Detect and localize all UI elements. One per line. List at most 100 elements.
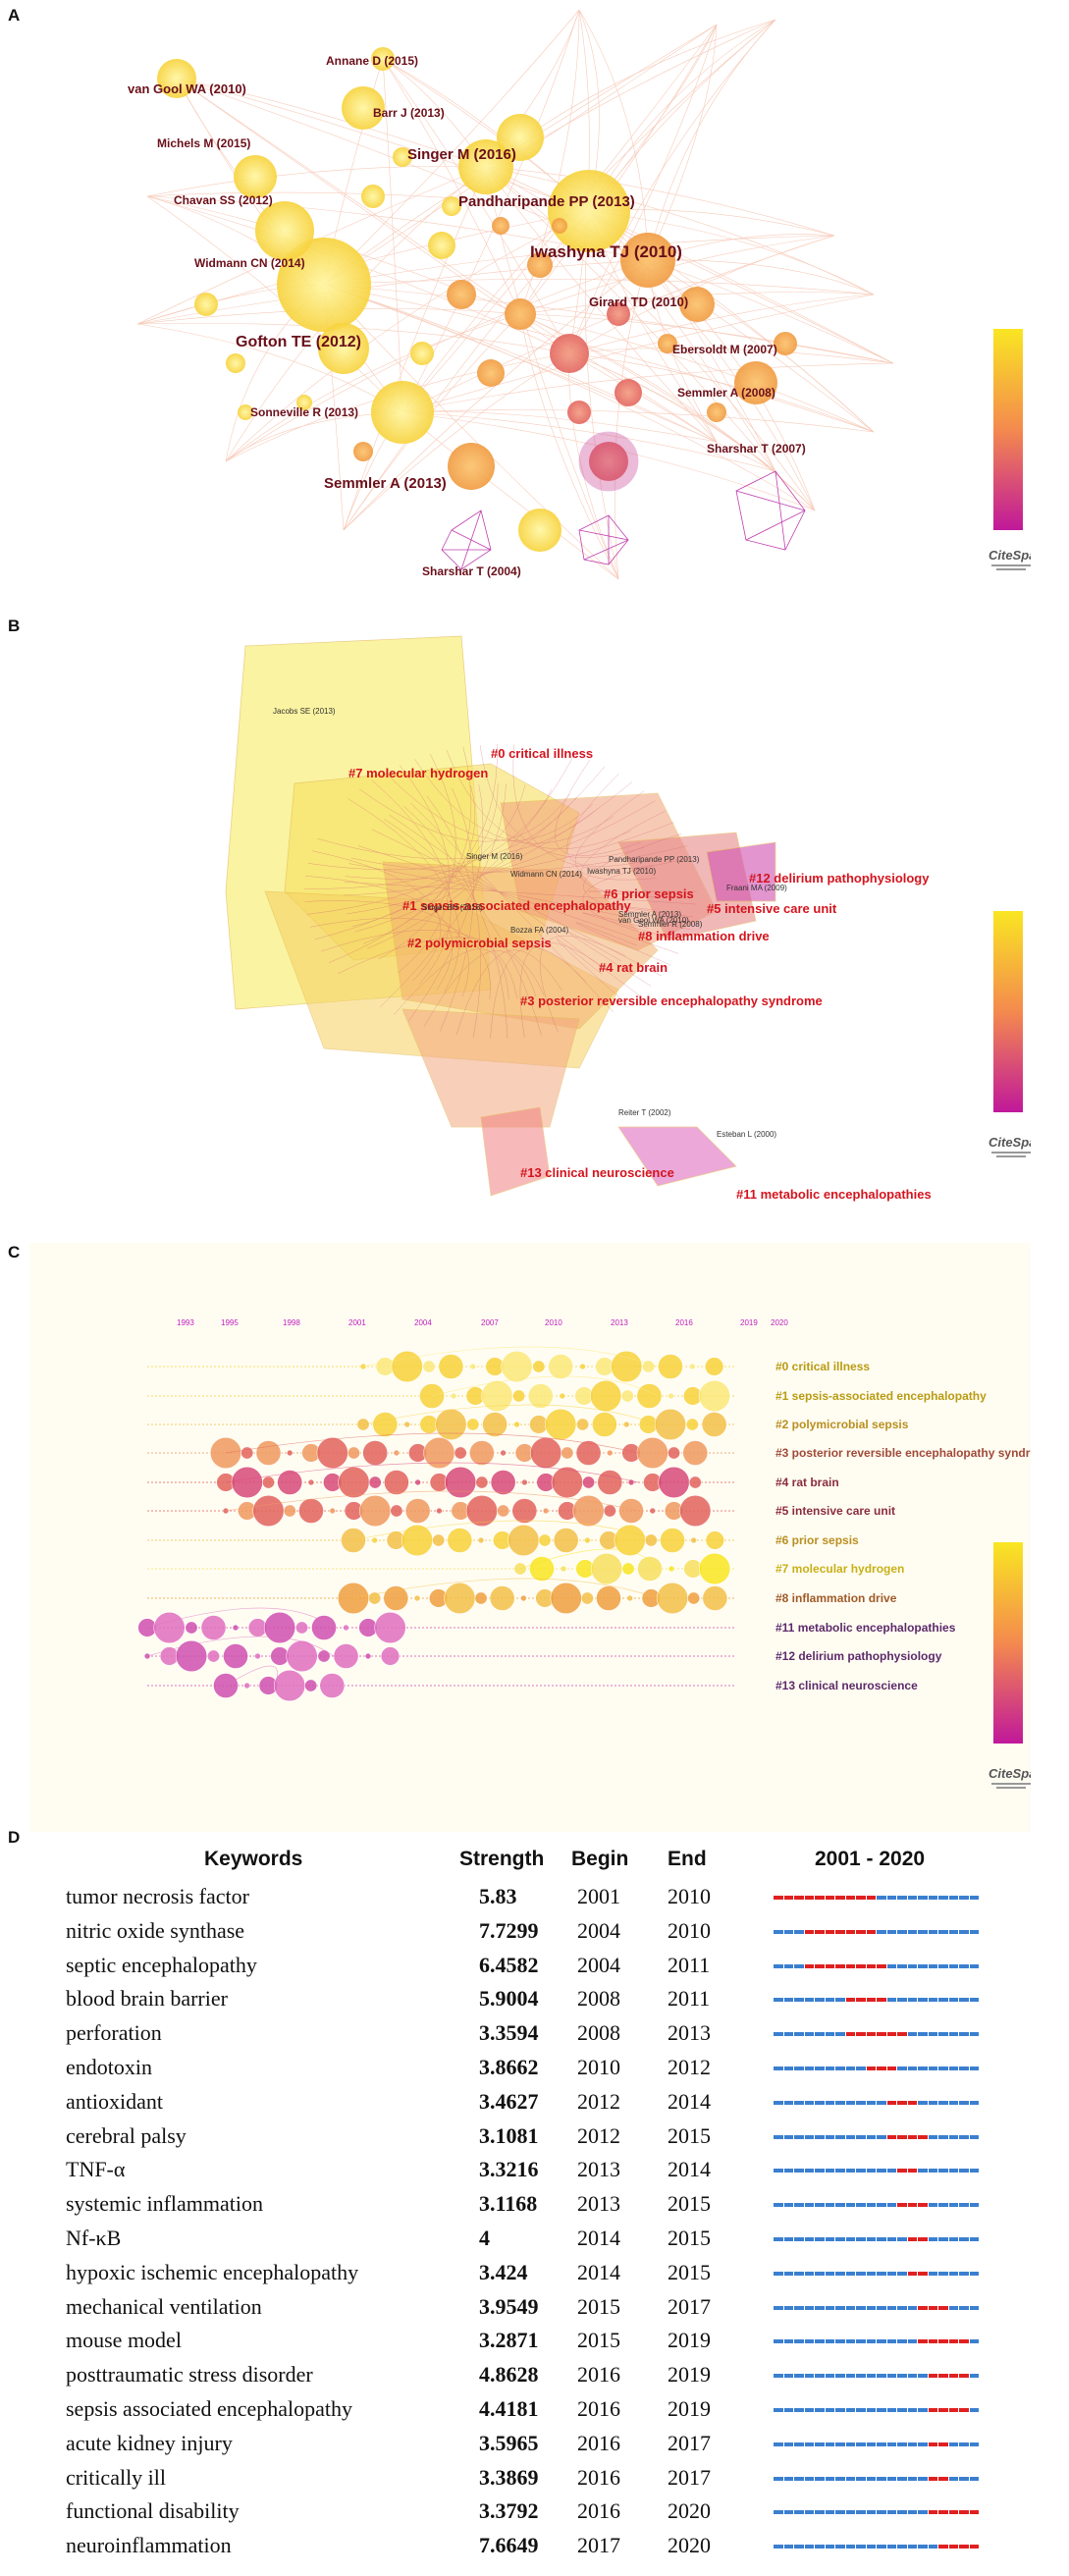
burst-year-segment	[897, 2545, 907, 2549]
panel-c-cluster-row: #6 prior sepsis	[147, 1520, 859, 1557]
burst-row: TNF-α 3.3216 2013 2014	[54, 2153, 1026, 2187]
burst-year-segment	[774, 2203, 783, 2208]
burst-year-segment	[886, 1998, 896, 2003]
panel-c-year-label: 2010	[545, 1318, 562, 1327]
burst-timeline-strip	[774, 2442, 980, 2446]
burst-year-segment	[825, 2510, 834, 2515]
burst-year-segment	[948, 1896, 958, 1900]
end-cell: 2011	[668, 1986, 711, 2012]
panel-b-cluster-labels: #0 critical illness#7 molecular hydrogen…	[348, 746, 932, 1202]
panel-b-node-label: Singer M (2016)	[466, 852, 523, 861]
panel-c-letter: C	[8, 1243, 21, 1261]
burst-year-segment	[938, 2237, 948, 2241]
burst-year-segment	[877, 2066, 886, 2070]
burst-year-segment	[845, 2271, 855, 2276]
panel-c-cluster-row: #11 metabolic encephalopathies	[137, 1607, 956, 1644]
burst-year-segment	[897, 1896, 907, 1900]
burst-year-segment	[918, 2134, 928, 2139]
burst-year-segment	[928, 2032, 937, 2037]
strength-cell: 3.9549	[479, 2293, 539, 2319]
burst-year-segment	[835, 2545, 845, 2549]
begin-cell: 2016	[577, 2464, 620, 2490]
burst-year-segment	[907, 2134, 917, 2139]
keyword-cell: sepsis associated encephalopathy	[66, 2396, 353, 2421]
svg-text:CiteSpace: CiteSpace	[989, 1135, 1031, 1150]
burst-year-segment	[866, 2374, 876, 2379]
burst-year-segment	[794, 2545, 804, 2549]
burst-year-segment	[783, 2305, 793, 2310]
burst-year-segment	[907, 2203, 917, 2208]
panel-c-year-label: 2013	[611, 1318, 628, 1327]
burst-year-segment	[897, 2339, 907, 2344]
burst-row: perforation 3.3594 2008 2013	[54, 2016, 1026, 2051]
burst-year-segment	[886, 2237, 896, 2241]
burst-year-segment	[825, 2476, 834, 2481]
burst-year-segment	[877, 2237, 886, 2241]
burst-year-segment	[825, 2169, 834, 2174]
burst-year-segment	[918, 2032, 928, 2037]
burst-year-segment	[794, 2032, 804, 2037]
strength-cell: 3.5965	[479, 2430, 539, 2455]
burst-year-segment	[866, 2032, 876, 2037]
burst-year-segment	[928, 2066, 937, 2070]
burst-year-segment	[907, 2305, 917, 2310]
burst-year-segment	[856, 2510, 866, 2515]
burst-year-segment	[825, 2305, 834, 2310]
burst-year-segment	[845, 2203, 855, 2208]
panel-c-color-legend	[993, 1542, 1023, 1744]
burst-year-segment	[969, 2374, 979, 2379]
burst-year-segment	[948, 2100, 958, 2105]
burst-year-segment	[886, 1896, 896, 1900]
panel-c-cluster-label: #11 metabolic encephalopathies	[775, 1621, 956, 1635]
panel-a-labels: van Gool WA (2010) Annane D (2015) Michels…	[128, 54, 806, 578]
end-cell: 2020	[668, 2533, 711, 2558]
burst-year-segment	[969, 2169, 979, 2174]
begin-cell: 2004	[577, 1952, 620, 1977]
burst-year-segment	[969, 2442, 979, 2446]
burst-year-segment	[877, 2305, 886, 2310]
burst-year-segment	[907, 2032, 917, 2037]
burst-year-segment	[783, 2237, 793, 2241]
burst-year-segment	[783, 2510, 793, 2515]
end-cell: 2019	[668, 2396, 711, 2421]
burst-row: posttraumatic stress disorder 4.8628 2016 2…	[54, 2358, 1026, 2392]
burst-year-segment	[886, 2510, 896, 2515]
burst-year-segment	[783, 2203, 793, 2208]
burst-year-segment	[866, 2442, 876, 2446]
panel-b-node-label: van Gool WA (2010)	[618, 916, 689, 925]
burst-year-segment	[794, 1963, 804, 1968]
begin-cell: 2012	[577, 2122, 620, 2148]
burst-year-segment	[783, 2476, 793, 2481]
panel-c-cluster-label: #7 molecular hydrogen	[775, 1562, 904, 1576]
panel-c-cluster-row: #4 rat brain	[147, 1462, 839, 1499]
burst-year-segment	[907, 1896, 917, 1900]
burst-row: mechanical ventilation 3.9549 2015 2017	[54, 2290, 1026, 2325]
burst-year-segment	[815, 2066, 825, 2070]
burst-year-segment	[969, 1998, 979, 2003]
burst-timeline-strip	[774, 2271, 980, 2276]
burst-year-segment	[825, 2408, 834, 2412]
burst-timeline-strip	[774, 2545, 980, 2549]
panel-a-node-label: Annane D (2015)	[326, 54, 418, 68]
burst-year-segment	[928, 2339, 937, 2344]
panel-c-year-label: 2007	[481, 1318, 499, 1327]
burst-year-segment	[877, 1896, 886, 1900]
burst-year-segment	[907, 2476, 917, 2481]
burst-year-segment	[938, 2374, 948, 2379]
burst-year-segment	[815, 1963, 825, 1968]
burst-year-segment	[845, 2510, 855, 2515]
burst-year-segment	[928, 2442, 937, 2446]
burst-year-segment	[815, 2339, 825, 2344]
panel-c-cluster-row: #8 inflammation drive	[147, 1578, 897, 1615]
keyword-cell: mechanical ventilation	[66, 2293, 262, 2319]
burst-year-segment	[825, 1963, 834, 1968]
burst-year-segment	[907, 2510, 917, 2515]
strength-cell: 4.4181	[479, 2396, 539, 2421]
burst-year-segment	[856, 2134, 866, 2139]
burst-year-segment	[804, 1998, 814, 2003]
panel-b-node-label: Iwashyna TJ (2010)	[587, 867, 656, 876]
burst-year-segment	[794, 2408, 804, 2412]
burst-year-segment	[794, 1998, 804, 2003]
panel-a-logo: CiteSpace	[989, 548, 1031, 570]
burst-year-segment	[866, 2510, 876, 2515]
